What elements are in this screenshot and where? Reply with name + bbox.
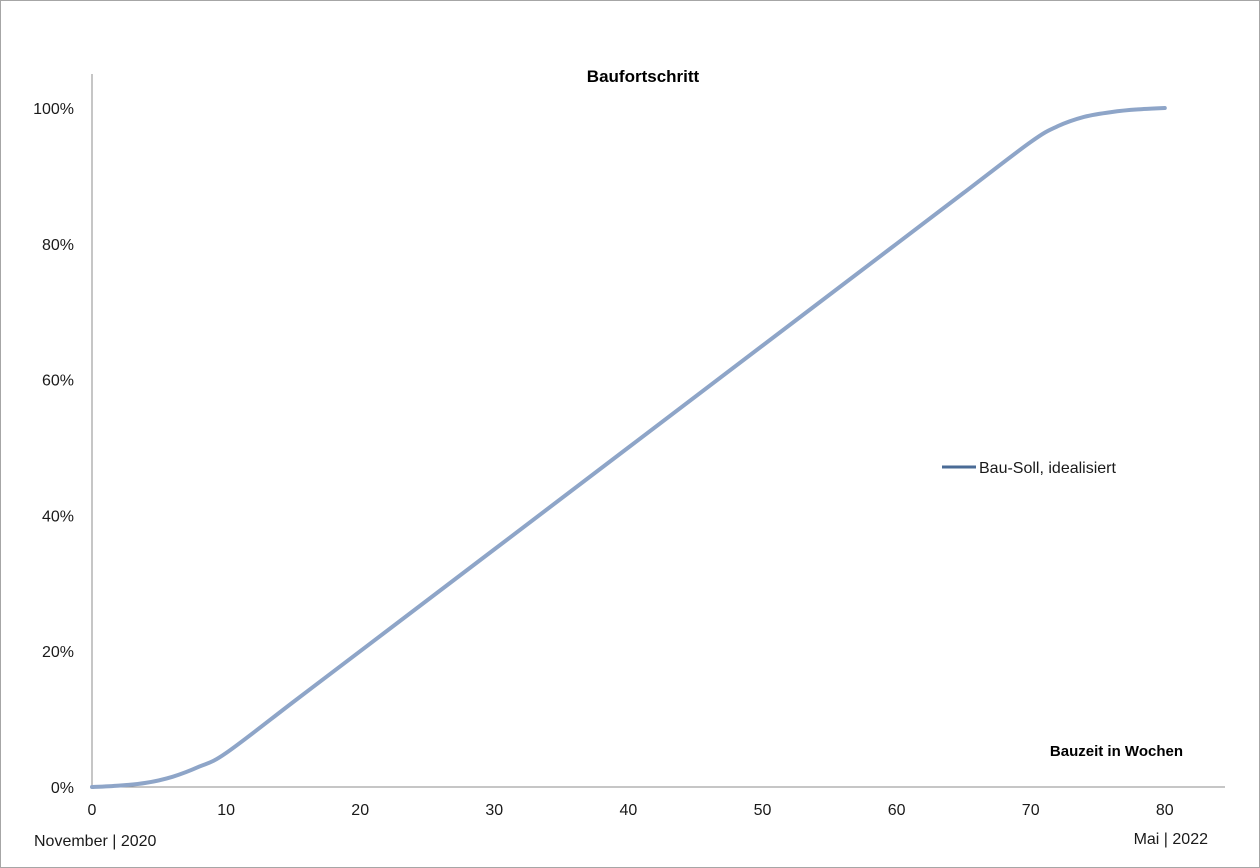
series-group xyxy=(90,106,1167,789)
x-tick-label: 50 xyxy=(754,802,772,819)
y-tick-label: 60% xyxy=(42,373,74,390)
end-date-label: Mai | 2022 xyxy=(1134,831,1209,848)
y-tick-label: 40% xyxy=(42,508,74,525)
x-tick-label: 80 xyxy=(1156,802,1174,819)
x-tick-label: 10 xyxy=(217,802,235,819)
x-tick-group: 0 10 20 30 40 50 60 70 80 xyxy=(88,802,1174,819)
x-tick-label: 30 xyxy=(485,802,503,819)
x-tick-label: 70 xyxy=(1022,802,1040,819)
x-tick-label: 60 xyxy=(888,802,906,819)
y-tick-label: 100% xyxy=(33,101,74,118)
start-date-label: November | 2020 xyxy=(34,833,157,850)
x-tick-label: 20 xyxy=(351,802,369,819)
y-tick-group: 0% 20% 40% 60% 80% 100% xyxy=(33,101,74,797)
legend-label: Bau-Soll, idealisiert xyxy=(979,460,1117,477)
series-line-bau-soll xyxy=(90,106,1167,789)
chart-title: Baufortschritt xyxy=(587,67,700,86)
legend: Bau-Soll, idealisiert xyxy=(942,460,1117,477)
x-tick-label: 40 xyxy=(620,802,638,819)
y-tick-label: 20% xyxy=(42,644,74,661)
y-tick-label: 0% xyxy=(51,780,74,797)
x-axis-label: Bauzeit in Wochen xyxy=(1050,743,1183,760)
axes xyxy=(91,74,1225,788)
y-tick-label: 80% xyxy=(42,237,74,254)
x-tick-label: 0 xyxy=(88,802,97,819)
